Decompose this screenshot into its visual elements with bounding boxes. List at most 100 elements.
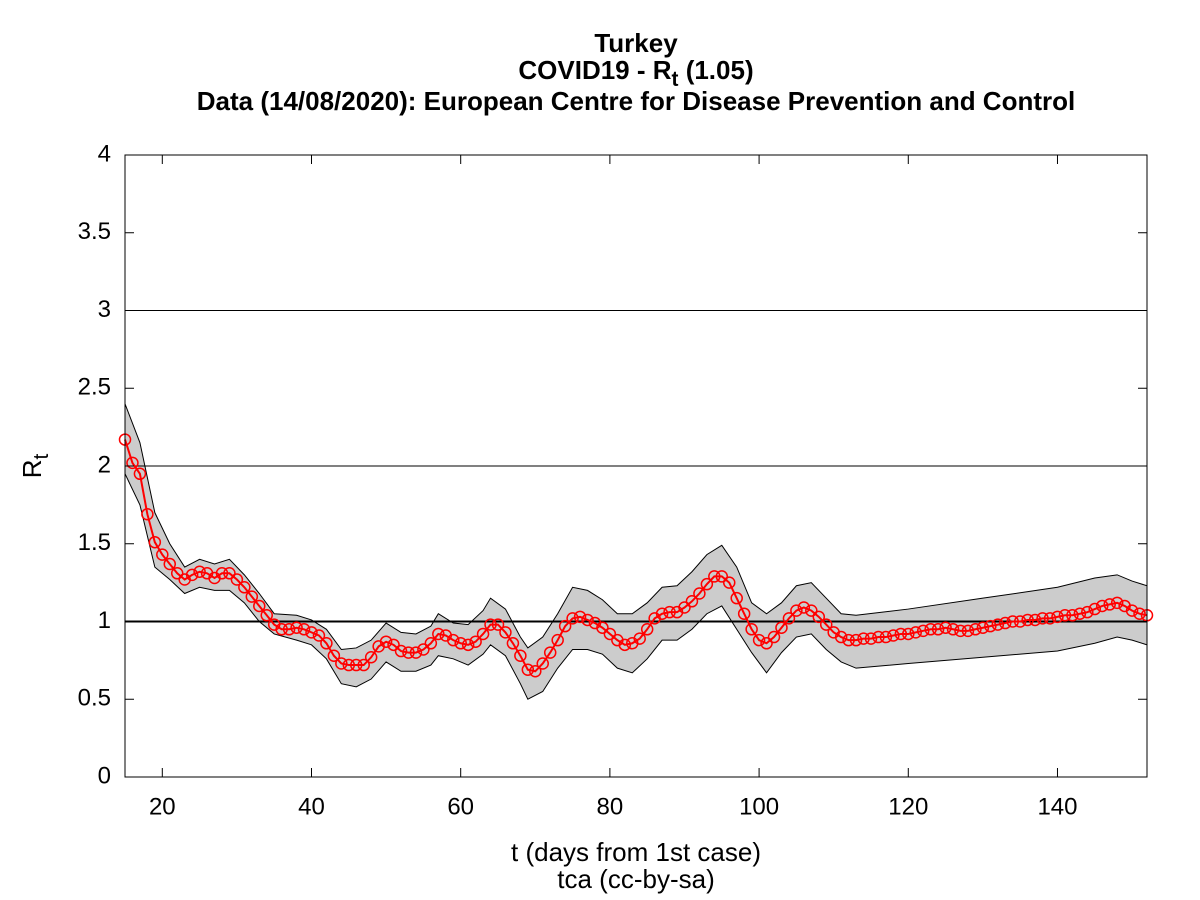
rt-marker (1066, 609, 1079, 622)
y-tick-label: 2.5 (78, 374, 111, 401)
rt-marker (312, 629, 326, 642)
rt-marker (916, 624, 930, 638)
y-tick-label: 3.5 (78, 218, 111, 245)
rt-marker (521, 663, 535, 676)
rt-marker (305, 626, 318, 639)
rt-marker (655, 607, 669, 620)
rt-marker (402, 646, 415, 659)
rt-marker (1125, 604, 1139, 617)
rt-marker (245, 590, 259, 603)
rt-marker (253, 599, 266, 613)
rt-marker (678, 601, 691, 614)
rt-marker (849, 633, 863, 647)
rt-marker (282, 623, 296, 636)
rt-marker (581, 613, 594, 627)
rt-marker (238, 581, 251, 594)
rt-marker (379, 635, 393, 648)
rt-marker (685, 595, 699, 608)
y-tick-label: 4 (98, 140, 111, 167)
rt-marker (484, 618, 497, 631)
x-tick-label: 40 (298, 793, 325, 820)
rt-marker (476, 627, 490, 641)
rt-marker (230, 573, 244, 586)
rt-marker (566, 612, 579, 625)
credit: tca (cc-by-sa) (557, 864, 714, 894)
rt-marker (1103, 598, 1116, 611)
rt-marker (693, 587, 706, 600)
y-tick-label: 0.5 (78, 685, 111, 712)
rt-marker (887, 629, 900, 642)
rt-marker (417, 643, 430, 656)
rt-marker (805, 604, 818, 617)
rt-marker (342, 658, 356, 672)
rt-marker (633, 632, 646, 645)
rt-marker (984, 619, 997, 633)
rt-marker (163, 557, 177, 571)
rt-marker (618, 638, 632, 652)
rt-marker (126, 456, 139, 470)
rt-marker (170, 567, 184, 580)
rt-marker (573, 610, 587, 624)
rt-marker (432, 627, 445, 641)
rt-marker (543, 646, 557, 659)
rt-marker (491, 618, 505, 631)
rt-marker (737, 607, 751, 620)
y-tick-label: 1 (98, 607, 111, 634)
rt-marker (842, 633, 855, 647)
rt-marker (387, 638, 400, 652)
rt-marker (596, 621, 609, 634)
x-tick-label: 100 (739, 793, 779, 820)
rt-marker (1081, 605, 1094, 619)
rt-marker (730, 591, 743, 605)
rt-marker (715, 570, 729, 583)
rt-marker (946, 623, 960, 636)
y-axis-label: Rt (17, 454, 53, 479)
rt-marker (722, 576, 736, 589)
rt-marker (976, 621, 990, 634)
rt-marker (819, 618, 833, 631)
rt-marker (506, 637, 520, 650)
rt-marker (954, 624, 967, 638)
x-tick-label: 60 (447, 793, 474, 820)
rt-marker (961, 624, 975, 638)
rt-marker (1021, 613, 1034, 627)
rt-marker (551, 633, 564, 647)
rt-marker (536, 657, 550, 670)
rt-marker (1028, 613, 1042, 627)
rt-marker (141, 507, 154, 521)
rt-marker (454, 637, 467, 650)
rt-marker (909, 626, 922, 639)
rt-marker (745, 623, 758, 636)
rt-marker (797, 601, 811, 614)
rt-marker (1043, 612, 1057, 625)
rt-marker (1013, 615, 1027, 628)
rt-marker (133, 467, 147, 481)
x-tick-label: 120 (888, 793, 928, 820)
rt-marker (223, 567, 236, 580)
rt-marker (514, 649, 527, 662)
chart-title-text: Data (14/08/2020): European Centre for D… (197, 86, 1075, 116)
rt-marker (1036, 612, 1049, 625)
rt-marker (1006, 615, 1019, 628)
y-tick-label: 1.5 (78, 529, 111, 556)
rt-marker (752, 633, 766, 647)
rt-marker (461, 638, 475, 652)
rt-marker (215, 567, 229, 580)
chart-title-text: Turkey (594, 28, 678, 58)
rt-marker (834, 630, 848, 644)
rt-marker (790, 604, 803, 617)
rt-marker (999, 616, 1012, 630)
chart-title: Turkey (594, 28, 678, 58)
rt-marker (409, 646, 423, 659)
rt-marker (767, 630, 781, 644)
rt-marker (879, 630, 893, 644)
rt-marker (1058, 609, 1072, 622)
confidence-band (124, 403, 1148, 700)
rt-marker (1088, 602, 1102, 616)
rt-marker (290, 621, 303, 634)
rt-marker (148, 535, 162, 549)
rt-marker (327, 649, 341, 662)
rt-marker (297, 623, 311, 636)
